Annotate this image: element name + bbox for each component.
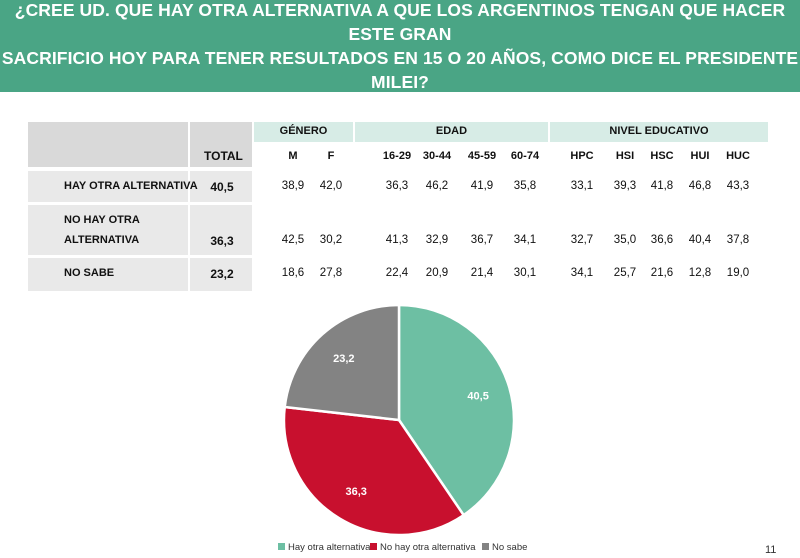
- genero-header-cell: [254, 122, 353, 142]
- table-cell: 36,6: [650, 234, 674, 246]
- legend-label-no-hay-otra: No hay otra alternativa: [380, 542, 476, 553]
- row1-label: HAY OTRA ALTERNATIVA: [64, 180, 198, 192]
- row3-total: 23,2: [210, 267, 234, 281]
- legend-label-no-sabe: No sabe: [492, 542, 528, 553]
- title-line-1: ¿CREE UD. QUE HAY OTRA ALTERNATIVA A QUE…: [14, 0, 786, 44]
- col-header-hui: HUI: [690, 150, 710, 162]
- pie-slice-hay-otra: [397, 303, 516, 517]
- row2-label-line1: NO HAY OTRA: [64, 214, 140, 226]
- table-cell: 12,8: [688, 267, 712, 279]
- row2-label-line2: ALTERNATIVA: [64, 234, 140, 246]
- col-header-huc: HUC: [726, 150, 750, 162]
- row2-total: 36,3: [210, 234, 234, 248]
- table-cell: 36,3: [385, 180, 409, 192]
- col-header-45-59: 45-59: [467, 150, 497, 162]
- pie-label-no-sabe: 23,2: [333, 353, 354, 365]
- pie-slice-no-sabe: [283, 303, 401, 422]
- legend-item-no-sabe: No sabe: [482, 542, 527, 553]
- col-header-30-44: 30-44: [422, 150, 452, 162]
- table-cell: 27,8: [319, 267, 343, 279]
- col-header-f: F: [327, 150, 335, 162]
- total-header: TOTAL: [204, 149, 243, 163]
- table-cell: 40,4: [688, 234, 712, 246]
- table-cell: 36,7: [470, 234, 494, 246]
- table-cell: 30,2: [319, 234, 343, 246]
- row1-total: 40,5: [210, 180, 234, 194]
- legend-item-no-hay-otra: No hay otra alternativa: [370, 542, 476, 553]
- results-table: GÉNERO EDAD NIVEL EDUCATIVO TOTAL M F 16…: [28, 122, 768, 291]
- table-cell: 42,0: [319, 180, 343, 192]
- pie-label-hay-otra: 40,5: [467, 391, 488, 403]
- title-line-2: SACRIFICIO HOY PARA TENER RESULTADOS EN …: [1, 48, 799, 92]
- table-cell: 35,8: [513, 180, 537, 192]
- table-cell: 37,8: [726, 234, 750, 246]
- table-cell: 46,8: [688, 180, 712, 192]
- row1-total-bg: [190, 171, 252, 202]
- row3-label: NO SABE: [64, 267, 115, 279]
- legend-swatch-hay-otra: [278, 543, 285, 550]
- col-header-hsi: HSI: [615, 150, 635, 162]
- col-header-hpc: HPC: [570, 150, 594, 162]
- table-cell: 42,5: [281, 234, 305, 246]
- table-cell: 32,7: [570, 234, 594, 246]
- col-header-16-29: 16-29: [382, 150, 412, 162]
- table-cell: 32,9: [425, 234, 449, 246]
- legend-swatch-no-sabe: [482, 543, 489, 550]
- col-header-60-74: 60-74: [510, 150, 540, 162]
- table-cell: 20,9: [425, 267, 449, 279]
- nivel-header-cell: [550, 122, 768, 142]
- table-cell: 34,1: [513, 234, 537, 246]
- table-cell: 41,3: [385, 234, 409, 246]
- legend-item-hay-otra: Hay otra alternativa: [278, 542, 370, 553]
- row2-total-bg: [190, 205, 252, 255]
- table-cell: 43,3: [726, 180, 750, 192]
- row2-label-bg: [28, 205, 188, 255]
- table-cell: 19,0: [726, 267, 750, 279]
- title-banner: ¿CREE UD. QUE HAY OTRA ALTERNATIVA A QUE…: [0, 0, 800, 92]
- total-header-cell: [190, 122, 252, 167]
- table-cell: 46,2: [425, 180, 449, 192]
- col-header-m: M: [288, 150, 298, 162]
- row1-label-bg: [28, 171, 188, 202]
- header-blank-cell: [28, 122, 188, 167]
- table-cell: 39,3: [613, 180, 637, 192]
- genero-header: GÉNERO: [279, 125, 328, 137]
- edad-header-cell: [355, 122, 548, 142]
- table-cell: 25,7: [613, 267, 637, 279]
- table-cell: 30,1: [513, 267, 537, 279]
- col-header-hsc: HSC: [650, 150, 674, 162]
- table-cell: 38,9: [281, 180, 305, 192]
- table-cell: 35,0: [613, 234, 637, 246]
- table-cell: 33,1: [570, 180, 594, 192]
- table-cell: 22,4: [385, 267, 409, 279]
- legend-swatch-no-hay-otra: [370, 543, 377, 550]
- pie-slice-no-hay-otra: [282, 405, 466, 537]
- table-cell: 18,6: [281, 267, 305, 279]
- pie-label-no-hay-otra: 36,3: [345, 486, 366, 498]
- table-cell: 41,8: [650, 180, 674, 192]
- page-number: 11: [765, 544, 777, 556]
- table-cell: 21,4: [470, 267, 494, 279]
- table-cell: 34,1: [570, 267, 594, 279]
- edad-header: EDAD: [435, 125, 468, 137]
- table-cell: 41,9: [470, 180, 494, 192]
- row3-label-bg: [28, 258, 188, 291]
- row3-total-bg: [190, 258, 252, 291]
- legend-label-hay-otra: Hay otra alternativa: [288, 542, 371, 553]
- nivel-header: NIVEL EDUCATIVO: [609, 125, 709, 137]
- table-cell: 21,6: [650, 267, 674, 279]
